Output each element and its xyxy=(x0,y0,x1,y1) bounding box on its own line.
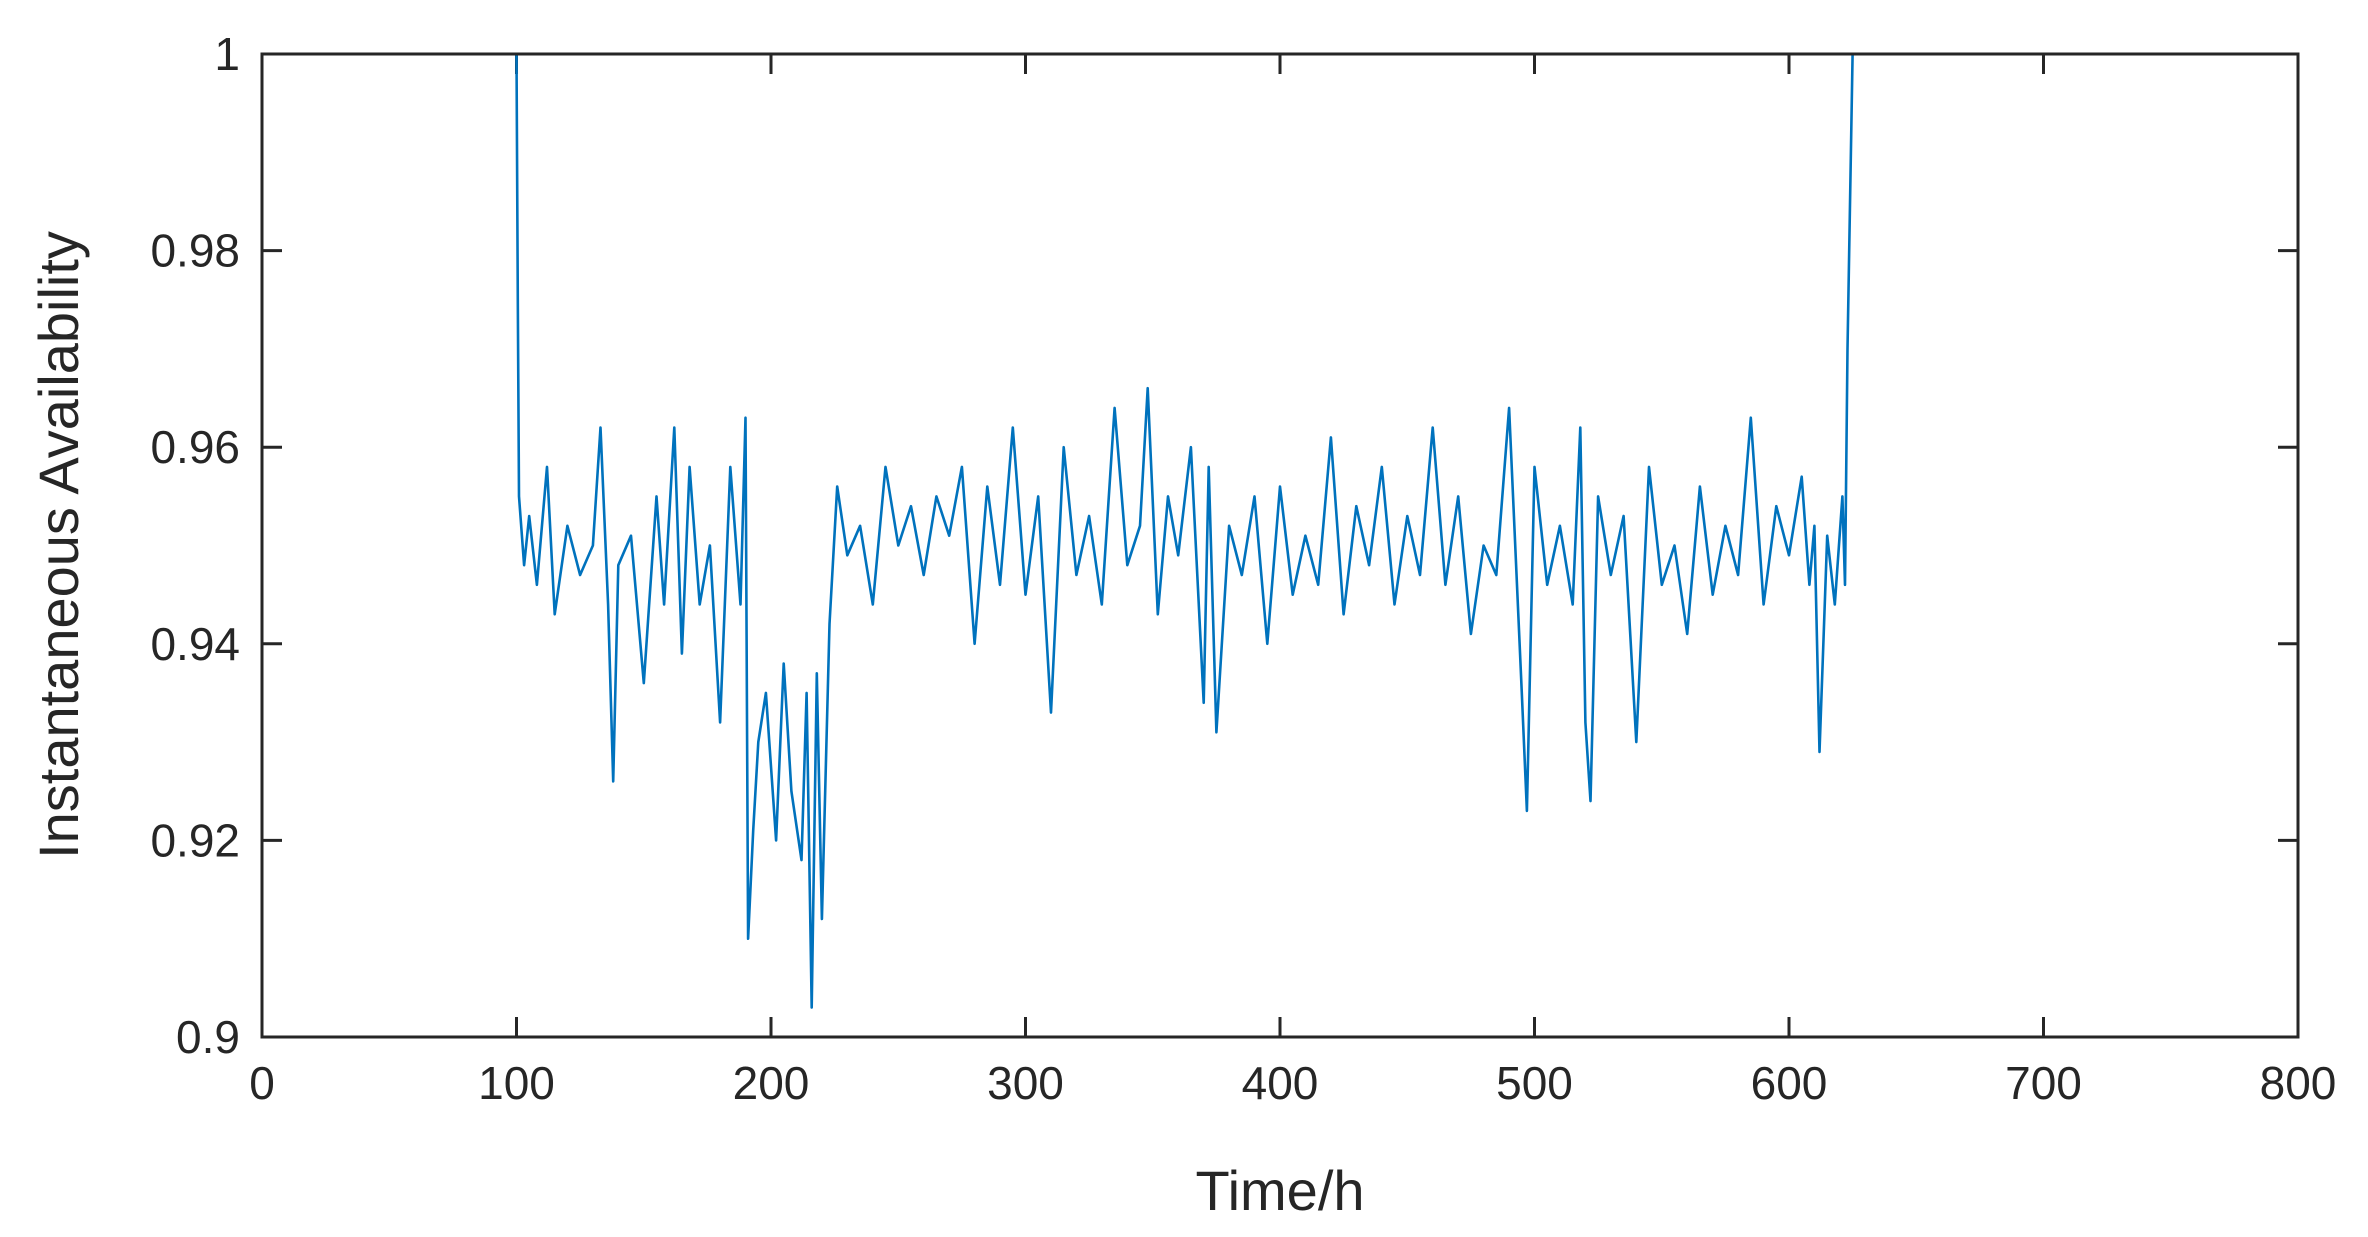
axis-tick-labels: 0 100 200 300 400 500 600 700 800 0.9 0.92 0.94 0.96… xyxy=(150,28,2336,1109)
x-tick-label: 600 xyxy=(1751,1057,1828,1109)
plot-frame xyxy=(260,52,2300,1039)
x-tick-label: 800 xyxy=(2260,1057,2337,1109)
y-tick-label: 1 xyxy=(214,28,240,80)
y-tick-label: 0.94 xyxy=(150,618,240,670)
x-tick-label: 200 xyxy=(733,1057,810,1109)
y-tick-label: 0.96 xyxy=(150,421,240,473)
x-tick-label: 500 xyxy=(1496,1057,1573,1109)
x-tick-label: 300 xyxy=(987,1057,1064,1109)
y-axis-label: Instantaneous Availability xyxy=(27,231,90,859)
plot-area xyxy=(262,54,2298,1037)
x-tick-label: 700 xyxy=(2005,1057,2082,1109)
x-tick-label: 0 xyxy=(249,1057,275,1109)
availability-line xyxy=(262,52,2100,1009)
y-tick-label: 0.98 xyxy=(150,225,240,277)
x-tick-label: 400 xyxy=(1242,1057,1319,1109)
y-tick-label: 0.9 xyxy=(176,1011,240,1063)
x-axis-label: Time/h xyxy=(1195,1159,1364,1222)
x-tick-label: 100 xyxy=(478,1057,555,1109)
y-tick-label: 0.92 xyxy=(150,814,240,866)
